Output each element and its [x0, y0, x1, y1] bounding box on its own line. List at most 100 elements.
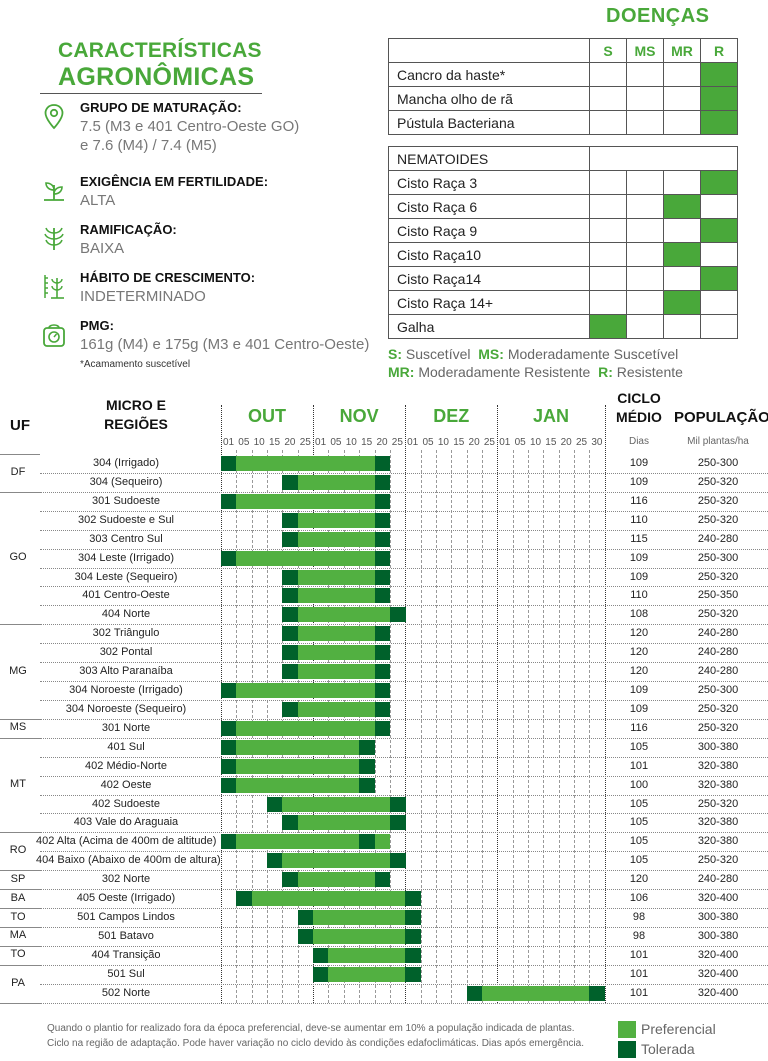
tolerated-window-cell: [313, 966, 329, 982]
tolerated-window-cell: [374, 701, 391, 717]
preferred-window-cell: [236, 758, 253, 774]
uf-label: MS: [9, 721, 27, 734]
micro-region-label: 402 Médio-Norte: [85, 759, 167, 772]
legend-tolerated-label: Tolerada: [641, 1041, 695, 1057]
micro-region-label: 404 Baixo (Abaixo de 400m de altura): [36, 854, 221, 867]
population-value: 320-380: [697, 835, 739, 848]
preferred-window-cell: [328, 834, 345, 850]
day-label: 05: [238, 437, 250, 448]
grid-column-line: [481, 450, 483, 1003]
population-value: 320-380: [697, 759, 739, 772]
preferred-window-cell: [374, 815, 391, 831]
preferred-window-cell: [528, 985, 544, 1001]
nematode-name: Cisto Raça 9: [388, 218, 590, 243]
month-label: DEZ: [433, 406, 470, 426]
preferred-window-cell: [343, 531, 360, 547]
micro-region-label: 304 (Irrigado): [92, 457, 160, 469]
micro-region-label: 404 Transição: [91, 948, 161, 961]
preferred-window-cell: [328, 739, 345, 755]
footer-note-line: Ciclo na região de adaptação. Pode haver…: [47, 1038, 584, 1049]
preferred-window-cell: [297, 626, 314, 642]
rating-cell-mr: [663, 86, 701, 111]
rating-cell-s: [589, 218, 627, 243]
tolerated-window-cell: [374, 588, 391, 604]
grid-column-line: [405, 405, 407, 1003]
micro-region-label: 502 Norte: [101, 986, 151, 999]
preferred-window-cell: [359, 929, 375, 944]
preferred-window-cell: [313, 474, 329, 490]
nematode-name: Cisto Raça 3: [388, 170, 590, 195]
preferred-window-cell: [236, 739, 253, 755]
preferred-window-cell: [251, 834, 268, 850]
legend-preferred-swatch: [618, 1021, 636, 1038]
tolerated-window-cell: [282, 474, 299, 490]
rating-cell-s: [589, 290, 627, 315]
uf-header: UF: [10, 417, 30, 434]
micro-region-label: 402 Sudoeste: [92, 797, 160, 810]
grid-column-line: [528, 450, 529, 1003]
preferred-window-cell: [343, 910, 360, 926]
population-value: 320-400: [697, 967, 739, 980]
grid-column-line: [497, 405, 499, 1003]
preferred-window-cell: [251, 456, 268, 471]
preferred-window-cell: [389, 929, 406, 944]
preferred-window-cell: [282, 777, 299, 793]
rating-cell-s: [589, 194, 627, 219]
day-label: 25: [483, 437, 495, 448]
grid-column-line: [512, 450, 514, 1003]
tolerated-window-cell: [374, 569, 391, 585]
tolerated-window-cell: [282, 664, 299, 680]
tolerated-window-cell: [359, 777, 375, 793]
preferred-window-cell: [328, 929, 345, 944]
preferred-window-cell: [328, 456, 345, 471]
preferred-window-cell: [343, 456, 360, 471]
rating-cell-ms: [626, 314, 664, 339]
row-separator: [40, 643, 768, 645]
population-value: 240-280: [697, 532, 739, 545]
cycle-days-value: 100: [629, 778, 649, 791]
preferred-window-cell: [313, 758, 329, 774]
preferred-window-cell: [343, 607, 360, 623]
population-value: 300-380: [697, 911, 739, 924]
row-separator: [40, 699, 768, 701]
tolerated-window-cell: [359, 758, 375, 774]
grid-column-line: [543, 450, 545, 1003]
preferred-window-cell: [359, 531, 375, 547]
row-separator: [40, 1002, 768, 1004]
cycle-days-value: 116: [630, 494, 648, 507]
preferred-window-cell: [236, 493, 253, 509]
tolerated-window-cell: [282, 588, 299, 604]
branching-plant-icon: [44, 227, 64, 250]
preferred-window-cell: [282, 720, 299, 736]
nematodes-header-blank: [589, 146, 738, 171]
population-value: 320-400: [697, 986, 739, 999]
rating-cell-mr: [663, 110, 701, 135]
preferred-window-cell: [389, 910, 406, 926]
disease-name: Mancha olho de rã: [388, 86, 590, 111]
rating-cell-ms: [626, 242, 664, 267]
preferred-window-cell: [374, 796, 391, 812]
nematode-row: Cisto Raça 3: [388, 170, 738, 195]
feature-value: 161g (M4) e 175g (M3 e 401 Centro-Oeste): [80, 336, 370, 353]
preferred-window-cell: [313, 720, 329, 736]
rating-cell-r: [700, 242, 738, 267]
tolerated-window-cell: [221, 683, 237, 699]
row-separator: [40, 813, 768, 815]
tolerated-window-cell: [389, 815, 406, 831]
tolerated-window-cell: [374, 456, 391, 471]
rating-cell-mr: [663, 62, 701, 87]
preferred-window-cell: [267, 550, 283, 566]
uf-separator: [0, 737, 40, 739]
preferred-window-cell: [267, 777, 283, 793]
lodging-note: *Acamamento suscetível: [80, 359, 191, 370]
preferred-window-cell: [297, 569, 314, 585]
preferred-window-cell: [343, 664, 360, 680]
cycle-days-value: 105: [629, 816, 649, 829]
feature-value: ALTA: [80, 192, 116, 209]
preferred-window-cell: [343, 683, 360, 699]
row-separator: [40, 529, 768, 531]
cycle-days-value: 109: [629, 551, 649, 564]
row-separator: [40, 908, 768, 910]
tolerated-window-cell: [374, 720, 391, 736]
disease-legend-line1: S: Suscetível MS: Moderadamente Suscetív…: [388, 346, 678, 362]
